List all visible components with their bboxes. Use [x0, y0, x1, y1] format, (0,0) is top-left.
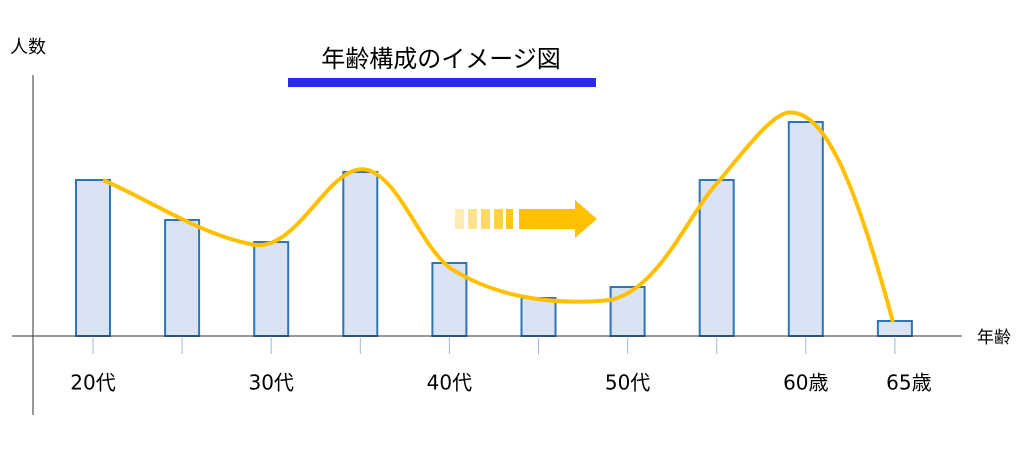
x-tick-label: 65歳: [886, 371, 931, 395]
bar: [253, 241, 290, 337]
x-tick-label: 60歳: [783, 371, 828, 395]
bar: [698, 179, 735, 337]
arrow: [455, 200, 597, 238]
x-tick-label: 30代: [248, 371, 293, 395]
chart-title: 年齢構成のイメージ図: [321, 45, 561, 73]
bar: [787, 121, 824, 337]
y-axis-label: 人数: [10, 37, 46, 58]
bar: [342, 171, 379, 337]
bar: [75, 179, 111, 337]
title-underline: [288, 78, 596, 87]
trend-curve: [102, 110, 895, 323]
x-tick-label: 40代: [427, 371, 472, 395]
bar: [520, 297, 557, 337]
x-tick-label: 50代: [605, 371, 650, 395]
bar: [164, 219, 201, 337]
x-axis-label: 年齢: [977, 328, 1011, 348]
x-tick-label: 20代: [70, 371, 115, 395]
bar: [876, 320, 913, 337]
